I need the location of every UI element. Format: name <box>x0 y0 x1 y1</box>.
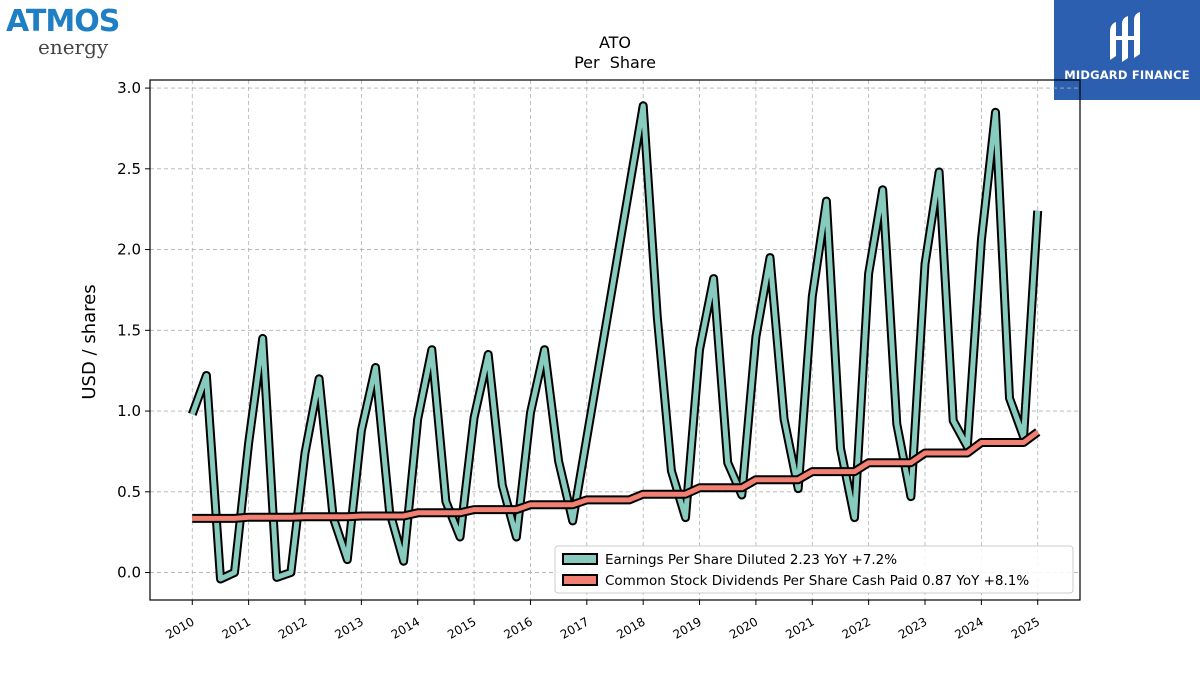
midgard-finance-logo: MIDGARD FINANCE <box>1054 0 1200 100</box>
series-line-1 <box>192 429 1040 521</box>
midgard-emblem-icon <box>1110 12 1140 62</box>
chart-subtitle: Per Share <box>574 53 656 72</box>
x-tick-label: 2020 <box>727 614 760 641</box>
x-tick-label: 2012 <box>276 614 309 641</box>
x-tick-label: 2017 <box>558 614 591 641</box>
x-tick-label: 2024 <box>952 614 985 641</box>
x-tick-label: 2019 <box>671 614 704 641</box>
y-tick-label: 0.5 <box>117 483 141 501</box>
x-tick-label: 2014 <box>389 614 422 641</box>
x-tick-label: 2016 <box>502 614 535 641</box>
y-tick-label: 3.0 <box>117 79 141 97</box>
y-tick-label: 2.0 <box>117 241 141 259</box>
legend-box <box>554 545 1074 594</box>
atmos-energy-logo: ATMOS energy <box>6 4 130 59</box>
legend-label-0: Earnings Per Share Diluted 2.23 YoY +7.2… <box>605 552 897 568</box>
y-tick-label: 0.0 <box>117 564 141 582</box>
x-tick-label: 2011 <box>220 614 253 641</box>
x-tick-label: 2018 <box>614 614 647 641</box>
y-tick-label: 1.5 <box>117 321 141 339</box>
y-tick-label: 1.0 <box>117 402 141 420</box>
legend: Earnings Per Share Diluted 2.23 YoY +7.2… <box>554 545 1074 594</box>
x-tick-label: 2023 <box>896 614 929 641</box>
legend-label-1: Common Stock Dividends Per Share Cash Pa… <box>605 573 1029 589</box>
energy-logo-wordmark: energy <box>38 35 109 59</box>
midgard-finance-wordmark: MIDGARD FINANCE <box>1064 68 1190 82</box>
grid <box>150 80 1080 600</box>
x-tick-label: 2021 <box>783 614 816 641</box>
y-axis-label: USD / shares <box>79 284 100 399</box>
chart-title: ATO <box>599 33 631 52</box>
x-tick-label: 2022 <box>840 614 873 641</box>
series-line-0 <box>189 103 1041 582</box>
atmos-logo-wordmark: ATMOS <box>6 4 120 39</box>
x-tick-label: 2025 <box>1009 614 1042 641</box>
plot-frame <box>149 79 1081 601</box>
legend-swatch-1 <box>562 574 598 586</box>
series-outline-0 <box>188 101 1043 584</box>
y-tick-label: 2.5 <box>117 160 141 178</box>
x-tick-label: 2010 <box>163 614 196 641</box>
x-tick-label: 2013 <box>332 614 365 641</box>
x-tick-label: 2015 <box>445 614 478 641</box>
legend-swatch-0 <box>562 553 598 565</box>
series-layer <box>188 101 1043 584</box>
